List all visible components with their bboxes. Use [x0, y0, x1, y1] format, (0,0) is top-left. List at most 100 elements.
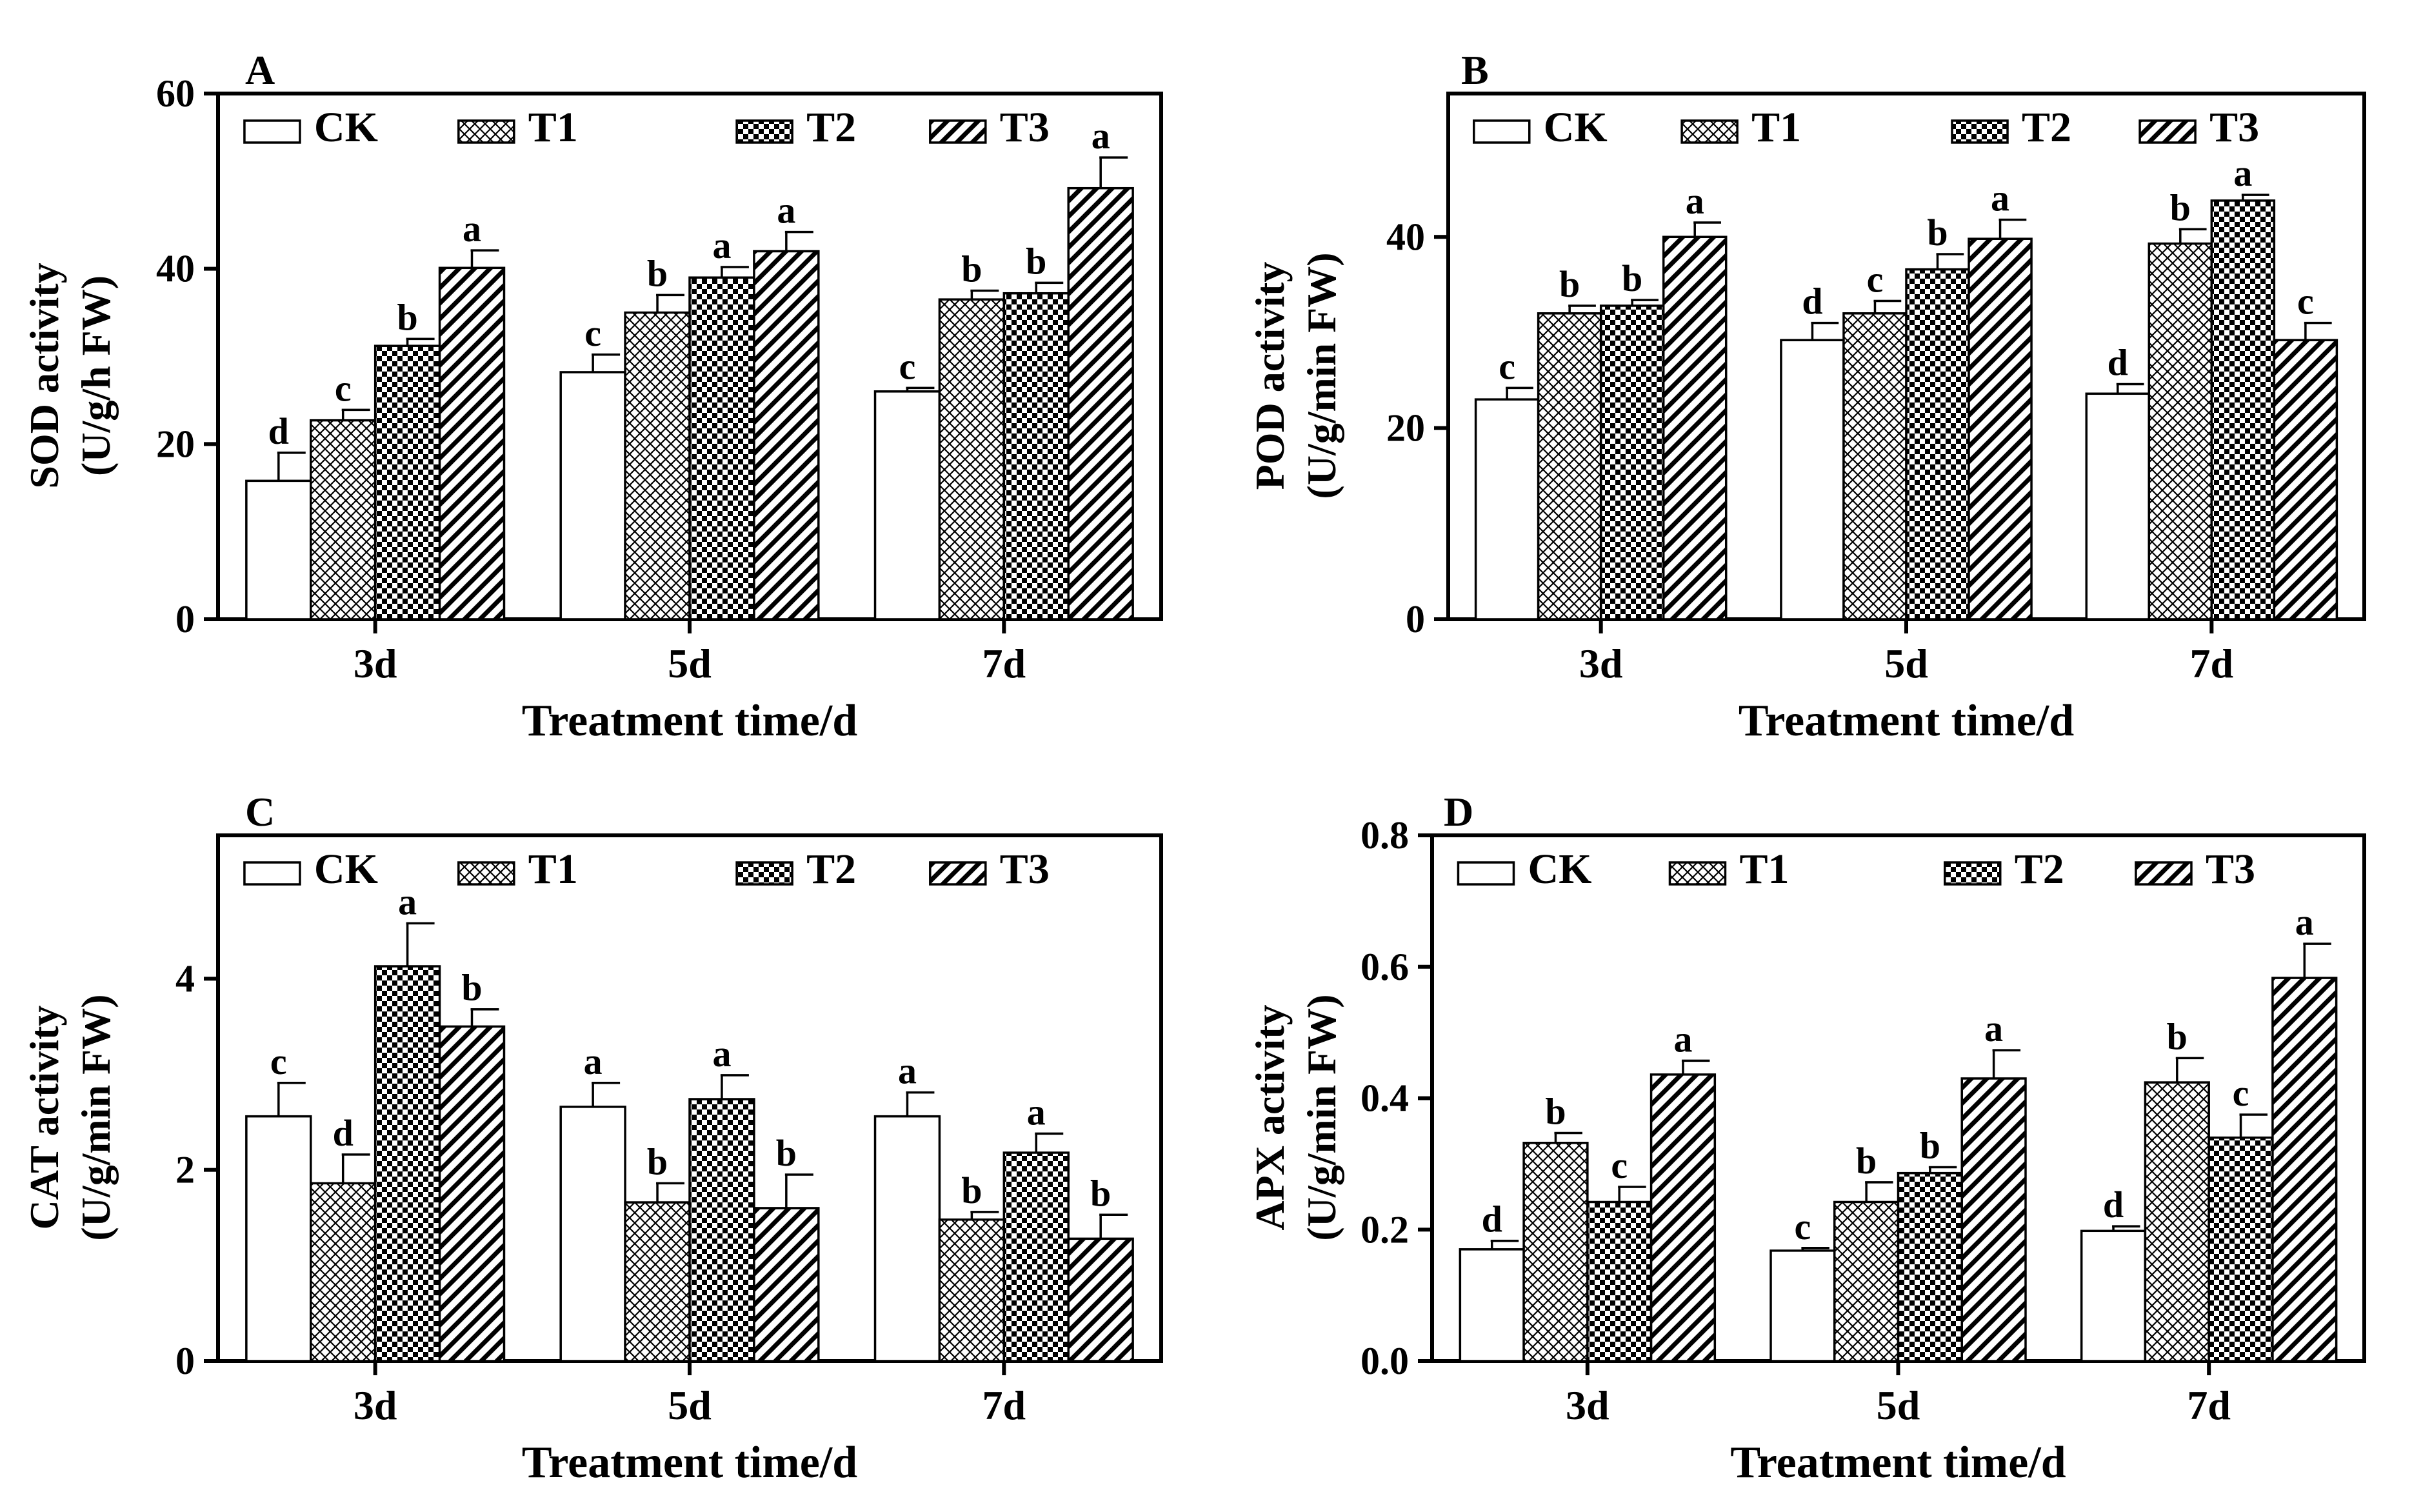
y-tick-label: 0.2 [1360, 1208, 1409, 1251]
legend-swatch-ck [1457, 861, 1515, 886]
bar-t1 [1522, 1142, 1589, 1362]
bar-t2 [374, 965, 441, 1362]
y-tick-label: 0.0 [1360, 1340, 1409, 1382]
bar-t2 [1002, 292, 1070, 621]
legend-swatch-ck [1473, 119, 1531, 144]
significance-letter: b [961, 248, 982, 290]
x-tick-label: 5d [668, 1382, 712, 1428]
significance-letter: b [647, 1140, 668, 1182]
x-tick-label: 3d [1566, 1382, 1610, 1428]
legend-label-t2: T2 [806, 104, 856, 151]
significance-letter: c [335, 367, 352, 409]
legend-label-t3: T3 [2206, 846, 2255, 893]
bar-ck [1474, 398, 1540, 621]
x-tick-label: 5d [1884, 641, 1928, 686]
significance-letter: b [2170, 186, 2191, 228]
bar-t1 [310, 1182, 377, 1362]
y-axis-unit-label: (U/g/min FW) [1299, 252, 1344, 499]
legend-swatch-t2 [1944, 861, 2002, 886]
bar-ck [873, 1115, 941, 1362]
bar-t1 [310, 419, 377, 621]
y-tick-label: 0 [1406, 598, 1425, 641]
bar-t3 [1968, 237, 2033, 621]
bar-t3 [1067, 1237, 1134, 1362]
bar-t1 [1833, 1200, 1900, 1362]
legend-label-ck: CK [314, 846, 378, 893]
significance-letter: a [898, 1050, 917, 1092]
significance-letter: d [2108, 341, 2128, 383]
y-axis-unit-label: (U/g/min FW) [1299, 994, 1344, 1240]
bar-t3 [438, 266, 506, 621]
significance-letter: a [463, 208, 481, 250]
bar-ck [1459, 1248, 1525, 1362]
x-axis-label: Treatment time/d [522, 696, 857, 746]
significance-letter: a [2233, 152, 2252, 194]
y-axis-label: CAT activity [21, 1006, 67, 1230]
significance-letter: a [2295, 901, 2314, 943]
bar-t1 [938, 298, 1006, 621]
significance-letter: a [1991, 177, 2009, 219]
legend-label-t3: T3 [2209, 104, 2259, 151]
y-tick-label: 0.6 [1360, 946, 1409, 988]
significance-letter: a [1027, 1091, 1046, 1133]
legend-label-t1: T1 [528, 846, 578, 893]
bar-t2 [1905, 268, 1970, 621]
significance-letter: a [584, 1040, 603, 1082]
bar-t1 [1842, 312, 1908, 621]
panel-d: D 0.0 0.2 0.4 0.6 0.8 APX activity (U/g/min FW)… [1247, 789, 2366, 1487]
x-tick-label: 5d [668, 641, 712, 686]
significance-letter: d [1802, 281, 1822, 323]
significance-letter: b [1920, 1124, 1940, 1166]
significance-letter: a [712, 1033, 731, 1075]
significance-letter: d [1482, 1199, 1502, 1240]
bar-t1 [624, 311, 691, 621]
significance-letter: b [647, 252, 668, 294]
legend-swatch-t3 [2138, 119, 2197, 144]
x-tick-label: 7d [2187, 1382, 2231, 1428]
bar-t3 [1067, 186, 1134, 621]
panel-label: C [245, 789, 275, 835]
significance-letter: c [2233, 1072, 2249, 1114]
significance-letter: a [777, 190, 795, 232]
legend-swatch-t3 [929, 119, 987, 144]
bar-t2 [1586, 1200, 1653, 1362]
significance-letter: a [712, 224, 731, 266]
significance-letter: c [1611, 1144, 1628, 1186]
bar-t2 [1002, 1151, 1070, 1362]
bar-t3 [753, 1207, 820, 1362]
bar-t2 [2208, 1136, 2274, 1362]
y-tick-label: 0 [175, 598, 195, 641]
bar-t3 [2271, 977, 2338, 1362]
significance-letter: b [1090, 1172, 1111, 1214]
significance-letter: a [1091, 115, 1110, 157]
significance-letter: c [584, 312, 601, 354]
bar-ck [2085, 392, 2151, 621]
y-tick-label: 0.4 [1360, 1077, 1409, 1120]
legend-label-ck: CK [1544, 104, 1608, 151]
y-tick-label: 2 [175, 1149, 195, 1191]
bar-t2 [1599, 304, 1665, 621]
legend-swatch-ck [243, 861, 301, 886]
y-tick-label: 60 [156, 72, 195, 115]
legend-label-t2: T2 [2015, 846, 2064, 893]
significance-letter: a [398, 880, 417, 922]
legend-label-t1: T1 [1739, 846, 1789, 893]
significance-letter: d [333, 1112, 354, 1154]
significance-letter: a [1673, 1018, 1692, 1060]
y-tick-label: 4 [175, 957, 195, 1000]
panel-label: A [245, 47, 275, 93]
y-tick-label: 40 [156, 248, 195, 290]
legend-label-t1: T1 [528, 104, 578, 151]
bar-t1 [624, 1201, 691, 1362]
significance-letter: b [1545, 1090, 1566, 1132]
bar-ck [559, 371, 626, 621]
bar-t2 [2210, 199, 2276, 621]
significance-letter: b [1856, 1140, 1877, 1182]
significance-letter: b [1026, 240, 1046, 282]
x-tick-label: 3d [354, 641, 397, 686]
significance-letter: d [2103, 1184, 2124, 1226]
significance-letter: c [1867, 259, 1884, 301]
significance-letter: c [1499, 345, 1515, 387]
